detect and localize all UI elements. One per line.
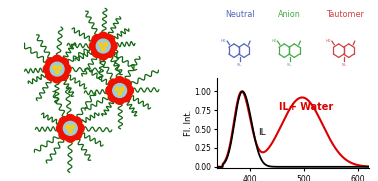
Circle shape [52,72,62,83]
Circle shape [58,58,68,68]
Circle shape [50,62,64,76]
Circle shape [56,70,59,74]
Circle shape [74,123,84,134]
Circle shape [113,84,127,97]
Circle shape [58,66,61,69]
Circle shape [60,64,71,74]
Circle shape [43,64,54,74]
Circle shape [53,66,56,69]
Circle shape [65,115,76,125]
Text: IL+ Water: IL+ Water [279,102,334,112]
Circle shape [98,49,108,60]
Circle shape [92,47,102,57]
Circle shape [104,43,107,46]
Circle shape [107,41,117,51]
Circle shape [92,35,102,45]
Circle shape [58,70,68,80]
Circle shape [64,121,77,135]
Text: IL: IL [258,128,265,137]
Circle shape [106,85,116,96]
Circle shape [71,125,74,129]
Circle shape [46,70,56,80]
Circle shape [104,47,115,57]
Circle shape [69,130,72,133]
Circle shape [104,35,115,45]
Circle shape [96,39,110,53]
Circle shape [59,117,70,128]
Circle shape [121,91,131,102]
Circle shape [98,32,108,43]
Circle shape [65,132,76,142]
Circle shape [52,55,62,66]
Text: HO: HO [221,39,226,43]
Circle shape [115,77,125,87]
Circle shape [121,87,124,91]
Circle shape [71,129,82,140]
Circle shape [118,92,121,95]
Circle shape [115,94,125,104]
Text: Neutral: Neutral [225,10,255,19]
Text: Anion: Anion [278,10,301,19]
Circle shape [102,47,105,51]
Circle shape [123,85,133,96]
Circle shape [115,87,119,91]
Text: HO: HO [326,39,331,43]
Circle shape [108,79,119,90]
Circle shape [121,79,131,90]
Text: CH₃: CH₃ [237,63,242,67]
Circle shape [56,123,67,134]
Text: CH₃: CH₃ [342,63,347,67]
Circle shape [108,91,119,102]
Text: Tautomer: Tautomer [326,10,364,19]
Circle shape [46,58,56,68]
Circle shape [71,117,82,128]
Y-axis label: Fl. Int.: Fl. Int. [184,110,193,136]
Circle shape [66,125,70,129]
Circle shape [89,41,100,51]
Circle shape [59,129,70,140]
Circle shape [99,43,102,46]
Text: CH₃: CH₃ [287,63,293,67]
Text: HO: HO [271,39,277,43]
